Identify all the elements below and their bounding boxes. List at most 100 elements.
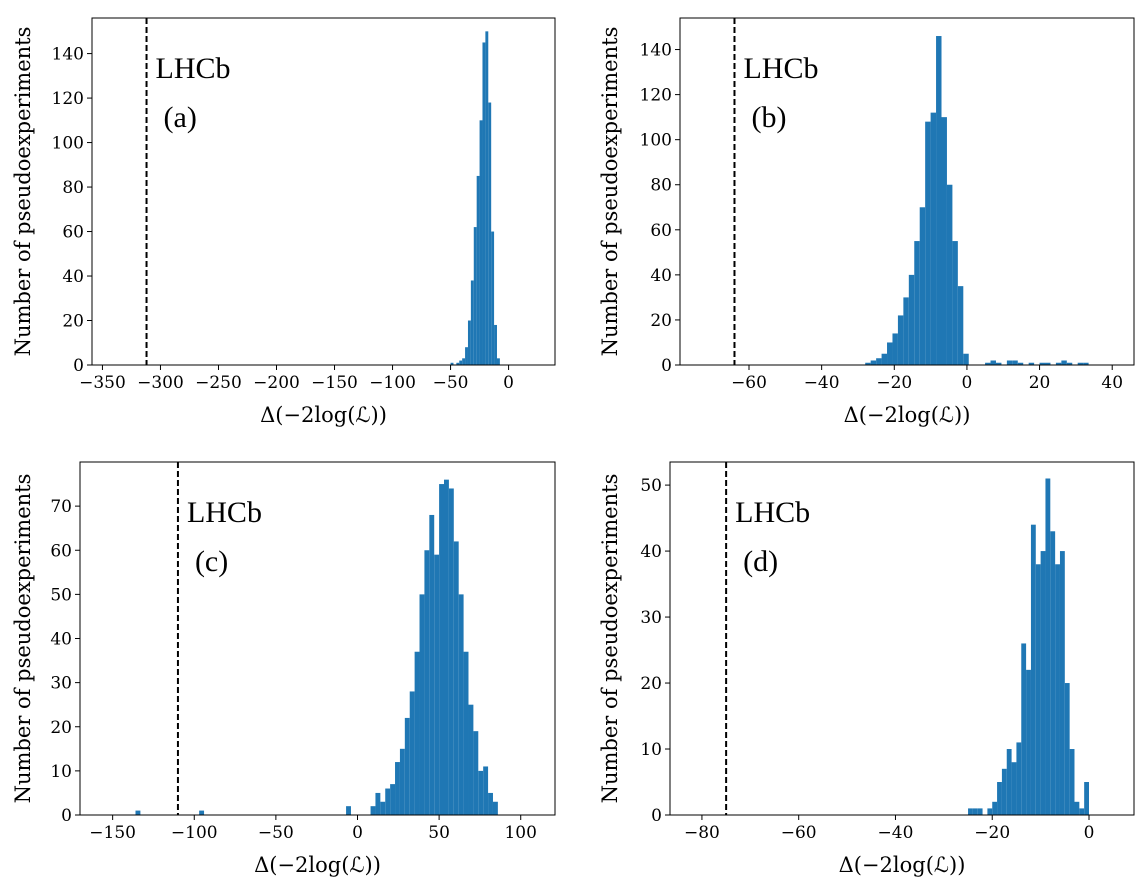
bar — [897, 315, 904, 365]
bar — [1055, 564, 1060, 815]
y-tick-label: 50 — [640, 476, 662, 496]
bar — [496, 358, 500, 365]
y-tick-label: 100 — [52, 134, 84, 154]
bar — [892, 333, 898, 365]
panel-label: (b) — [751, 101, 786, 134]
experiment-label: LHCb — [156, 52, 231, 85]
plot-frame — [669, 461, 1135, 816]
y-tick-label: 80 — [62, 178, 84, 198]
bar — [1001, 768, 1007, 815]
y-tick-label: 70 — [50, 497, 72, 517]
x-tick-label: −20 — [974, 823, 1010, 843]
bar — [1066, 362, 1073, 365]
bar — [450, 362, 454, 365]
bar — [887, 342, 893, 365]
bar — [467, 320, 471, 365]
bar — [473, 731, 479, 815]
bar — [908, 274, 915, 365]
bar — [903, 297, 909, 365]
bar — [1050, 531, 1056, 815]
bar — [1028, 362, 1035, 365]
x-tick-label: 0 — [352, 823, 363, 843]
y-tick-label: 140 — [640, 41, 672, 61]
bar — [491, 231, 495, 365]
bar — [478, 770, 484, 815]
y-tick-label: 60 — [62, 223, 84, 243]
bar — [1040, 551, 1046, 815]
x-tick-label: −100 — [171, 823, 218, 843]
bar — [492, 801, 498, 815]
y-axis-label: Number of pseudoexperiments — [11, 474, 35, 804]
bar — [385, 788, 391, 815]
y-tick-label: 50 — [50, 585, 72, 605]
bar — [453, 541, 459, 815]
bar — [1006, 749, 1012, 815]
y-tick-label: 40 — [640, 542, 662, 562]
bar — [957, 286, 964, 365]
x-tick-label: −150 — [311, 373, 358, 393]
bar — [990, 360, 996, 365]
panel-label: (d) — [743, 545, 778, 578]
x-axis-label: Δ(−2log(ℒ)) — [844, 403, 971, 427]
y-axis-label: Number of pseudoexperiments — [598, 474, 622, 804]
bar — [448, 488, 454, 815]
bar — [870, 360, 877, 365]
y-tick-label: 10 — [50, 762, 72, 782]
bar — [468, 704, 474, 815]
x-axis-label: Δ(−2log(ℒ)) — [260, 403, 387, 427]
bar — [977, 808, 983, 815]
y-tick-label: 20 — [62, 312, 84, 332]
bar — [997, 782, 1002, 815]
y-tick-label: 20 — [650, 311, 672, 331]
bar — [914, 241, 920, 365]
bar — [470, 280, 474, 365]
bar — [1083, 362, 1089, 365]
x-tick-label: −80 — [684, 823, 720, 843]
bar — [380, 801, 386, 815]
y-tick-label: 20 — [640, 674, 662, 694]
x-tick-label: −40 — [804, 373, 840, 393]
x-axis-label: Δ(−2log(ℒ)) — [254, 853, 381, 877]
bar — [1045, 478, 1051, 815]
bar — [462, 358, 466, 365]
y-tick-label: 10 — [640, 740, 662, 760]
bar — [1064, 683, 1070, 815]
y-tick-label: 30 — [640, 608, 662, 628]
bar — [1079, 808, 1085, 815]
bar — [1012, 360, 1018, 365]
y-tick-label: 140 — [52, 45, 84, 65]
bar — [429, 514, 435, 815]
bar — [485, 31, 489, 365]
x-tick-label: −60 — [731, 373, 767, 393]
bar — [370, 806, 376, 815]
bar — [494, 324, 497, 365]
y-axis-label: Number of pseudoexperiments — [11, 27, 35, 357]
bar — [346, 806, 351, 815]
bar — [444, 479, 449, 815]
bar — [409, 691, 415, 815]
y-tick-label: 120 — [52, 89, 84, 109]
bar — [1035, 564, 1041, 815]
y-tick-label: 40 — [62, 267, 84, 287]
x-tick-label: −250 — [195, 373, 242, 393]
bar — [930, 112, 937, 366]
bar — [424, 550, 430, 815]
bar — [963, 353, 969, 365]
bar — [881, 353, 888, 365]
x-tick-label: −150 — [89, 823, 136, 843]
bar — [488, 102, 492, 366]
y-tick-label: 20 — [50, 718, 72, 738]
bar — [1021, 643, 1027, 815]
bar — [395, 762, 400, 815]
bar — [968, 808, 973, 815]
bar — [463, 651, 469, 815]
y-tick-label: 100 — [640, 131, 672, 151]
bar — [465, 347, 468, 365]
bar — [488, 792, 493, 815]
bar — [925, 121, 931, 365]
bar — [135, 810, 141, 815]
x-tick-label: 100 — [504, 823, 536, 843]
bar — [972, 808, 978, 815]
bar — [414, 651, 420, 815]
bar — [1039, 362, 1046, 365]
